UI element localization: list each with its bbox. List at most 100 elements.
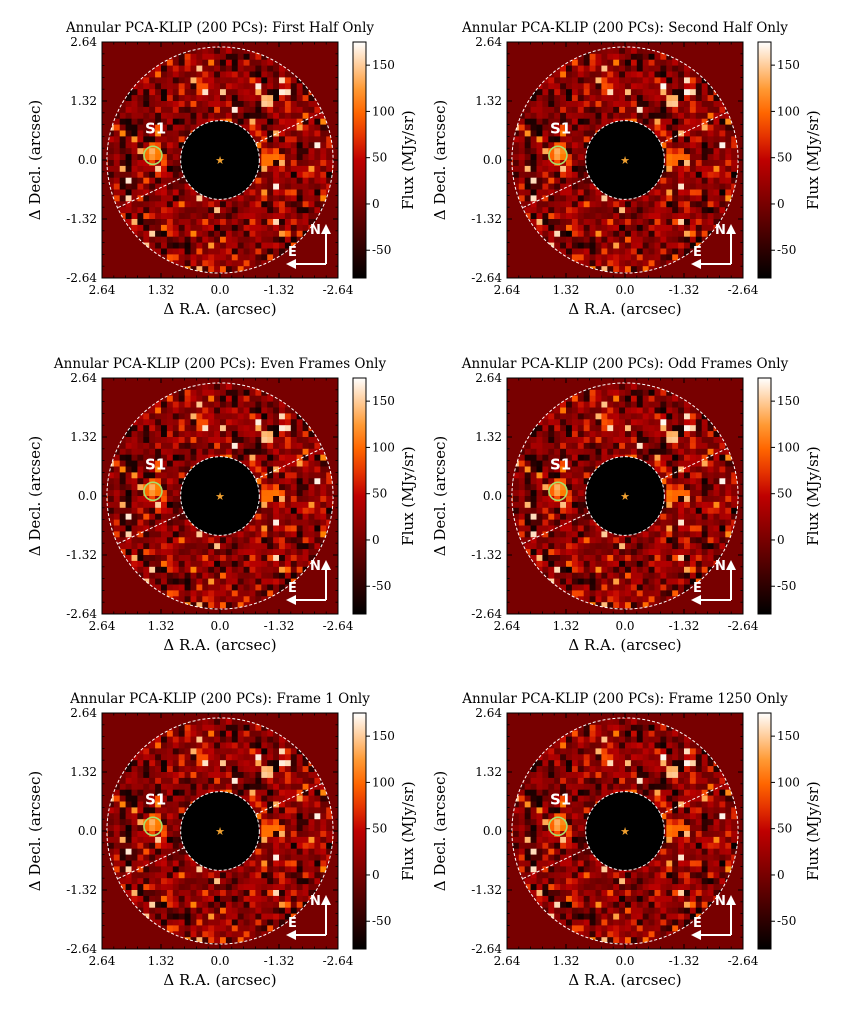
- y-tick-label: 2.64: [475, 371, 502, 385]
- x-axis-label: Δ R.A. (arcsec): [568, 636, 681, 654]
- colorbar-tick-label: 100: [372, 104, 395, 118]
- compass-east-head: [286, 259, 296, 269]
- compass-east-label: E: [693, 581, 702, 596]
- panel-1: Annular PCA-KLIP (200 PCs): First Half O…: [26, 20, 417, 318]
- compass-east-head: [286, 595, 296, 605]
- panel-title: Annular PCA-KLIP (200 PCs): Frame 1250 O…: [461, 691, 788, 707]
- y-tick-label: -1.32: [66, 883, 97, 897]
- x-axis-label: Δ R.A. (arcsec): [163, 636, 276, 654]
- inner-mask-edge: [180, 791, 260, 871]
- compass-east-label: E: [693, 916, 702, 931]
- colorbar-tick-label: 50: [372, 487, 387, 501]
- colorbar-tick-label: 0: [777, 868, 785, 882]
- colorbar-tick-label: 0: [372, 197, 380, 211]
- x-tick-label: 2.64: [494, 619, 521, 633]
- colorbar-label: Flux (MJy/sr): [399, 446, 417, 546]
- y-axis-label: Δ Decl. (arcsec): [431, 771, 449, 891]
- x-tick-label: -1.32: [669, 619, 700, 633]
- x-tick-label: 0.0: [210, 283, 229, 297]
- x-axis-label: Δ R.A. (arcsec): [568, 971, 681, 989]
- colorbar-tick-label: 50: [372, 151, 387, 165]
- y-tick-label: -2.64: [471, 942, 502, 956]
- source-circle: [143, 481, 163, 502]
- y-tick-label: 1.32: [475, 765, 502, 779]
- inner-mask: [180, 456, 260, 536]
- colorbar-tick-label: -50: [777, 914, 796, 928]
- compass-east-head: [691, 595, 701, 605]
- y-tick-label: -2.64: [66, 942, 97, 956]
- inner-mask: [180, 120, 260, 200]
- panel-title: Annular PCA-KLIP (200 PCs): Even Frames …: [53, 356, 387, 372]
- colorbar-tick-label: 150: [372, 394, 395, 408]
- y-tick-label: -1.32: [471, 548, 502, 562]
- compass-east-head: [286, 930, 296, 940]
- x-tick-label: -1.32: [264, 619, 295, 633]
- sector-line: [660, 447, 728, 480]
- inner-mask: [180, 791, 260, 871]
- y-tick-label: 0.0: [78, 489, 97, 503]
- source-label: S1: [550, 119, 571, 137]
- compass-east-label: E: [288, 245, 297, 260]
- x-axis-label: Δ R.A. (arcsec): [163, 971, 276, 989]
- inner-mask-edge: [585, 120, 665, 200]
- colorbar-tick-label: 150: [372, 58, 395, 72]
- x-tick-label: 1.32: [553, 954, 580, 968]
- compass-north-head: [726, 560, 736, 570]
- x-tick-label: -2.64: [323, 954, 354, 968]
- compass-north-label: N: [310, 559, 321, 574]
- y-tick-label: -1.32: [471, 212, 502, 226]
- star-icon: ★: [215, 490, 225, 503]
- y-tick-label: -1.32: [66, 548, 97, 562]
- x-tick-label: -2.64: [728, 283, 759, 297]
- colorbar-tick-label: 150: [777, 394, 800, 408]
- source-circle: [548, 816, 568, 837]
- y-tick-label: 0.0: [483, 153, 502, 167]
- colorbar-tick-label: -50: [777, 579, 796, 593]
- inner-mask: [585, 791, 665, 871]
- colorbar-tick-label: 50: [777, 487, 792, 501]
- compass-north-head: [726, 895, 736, 905]
- source-label: S1: [145, 119, 166, 137]
- y-tick-label: -1.32: [66, 212, 97, 226]
- y-tick-label: 2.64: [475, 35, 502, 49]
- y-tick-label: 2.64: [70, 371, 97, 385]
- source-circle: [143, 145, 163, 166]
- compass-east-head: [691, 259, 701, 269]
- source-label: S1: [145, 455, 166, 473]
- sector-line: [117, 847, 185, 880]
- x-tick-label: 0.0: [615, 954, 634, 968]
- y-tick-label: -2.64: [471, 607, 502, 621]
- compass-north-label: N: [715, 894, 726, 909]
- y-tick-label: 2.64: [70, 35, 97, 49]
- y-axis-label: Δ Decl. (arcsec): [26, 436, 44, 556]
- sector-line: [522, 512, 590, 545]
- sector-line: [117, 176, 185, 209]
- x-tick-label: -1.32: [669, 283, 700, 297]
- colorbar: [757, 712, 772, 950]
- star-icon: ★: [620, 154, 630, 167]
- x-axis-label: Δ R.A. (arcsec): [568, 300, 681, 318]
- panel-3: Annular PCA-KLIP (200 PCs): Even Frames …: [26, 356, 417, 654]
- x-tick-label: -2.64: [323, 283, 354, 297]
- panel-5: Annular PCA-KLIP (200 PCs): Frame 1 Only…: [26, 691, 417, 989]
- x-tick-label: 2.64: [494, 954, 521, 968]
- y-tick-label: -2.64: [471, 271, 502, 285]
- colorbar-label: Flux (MJy/sr): [399, 781, 417, 881]
- x-tick-label: 0.0: [615, 283, 634, 297]
- colorbar-tick-label: 0: [372, 533, 380, 547]
- inner-mask-edge: [180, 120, 260, 200]
- x-tick-label: 2.64: [494, 283, 521, 297]
- y-tick-label: -1.32: [471, 883, 502, 897]
- compass-north-label: N: [310, 894, 321, 909]
- colorbar-label: Flux (MJy/sr): [804, 781, 822, 881]
- colorbar-tick-label: 0: [777, 197, 785, 211]
- y-tick-label: 1.32: [70, 94, 97, 108]
- colorbar-tick-label: 100: [777, 775, 800, 789]
- sector-line: [255, 782, 323, 815]
- y-tick-label: 1.32: [475, 430, 502, 444]
- star-icon: ★: [215, 154, 225, 167]
- y-tick-label: 1.32: [70, 430, 97, 444]
- x-tick-label: 2.64: [89, 283, 116, 297]
- colorbar-tick-label: -50: [372, 914, 391, 928]
